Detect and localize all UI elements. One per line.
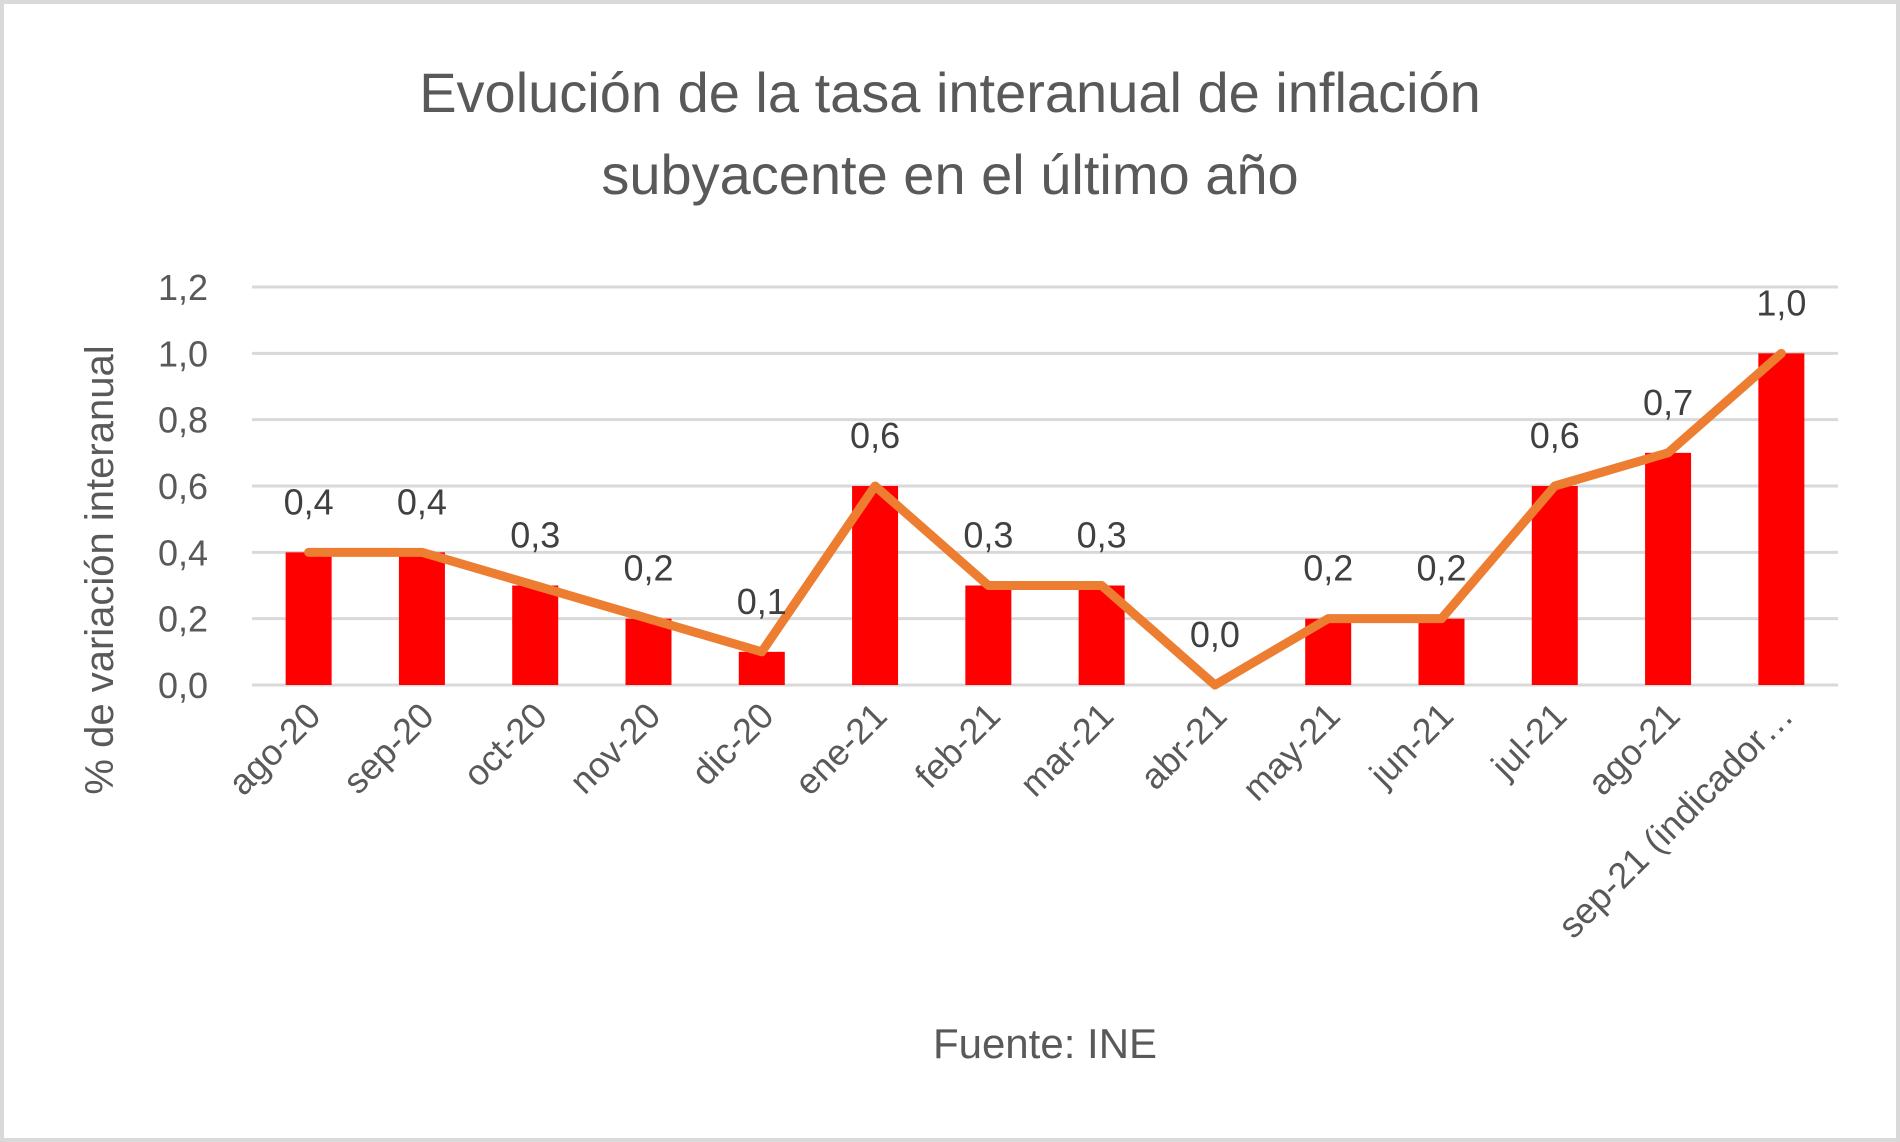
y-tick-label-2: 0,4 xyxy=(158,532,208,573)
x-tick-label-12: ago-21 xyxy=(1579,695,1687,803)
data-label-3: 0,2 xyxy=(623,548,673,589)
data-label-13: 1,0 xyxy=(1756,282,1806,323)
x-tick-labels: ago-20 sep-20 oct-20 nov-20 dic-20 ene-21 feb-… xyxy=(220,695,1801,946)
y-tick-label-3: 0,6 xyxy=(158,466,208,507)
data-label-6: 0,3 xyxy=(963,515,1013,556)
y-tick-label-4: 0,8 xyxy=(158,400,208,441)
data-label-12: 0,7 xyxy=(1643,382,1693,423)
data-label-11: 0,6 xyxy=(1530,415,1580,456)
x-tick-label-3: nov-20 xyxy=(561,695,668,802)
bar-series xyxy=(285,353,1805,685)
chart-title-line-1: Evolución de la tasa interanual de infla… xyxy=(419,61,1481,124)
x-tick-label-11: jul-21 xyxy=(1482,695,1574,787)
bar-6 xyxy=(965,585,1012,685)
chart-title: Evolución de la tasa interanual de infla… xyxy=(0,52,1900,216)
bar-11 xyxy=(1531,486,1578,685)
bar-5 xyxy=(852,486,899,685)
bar-0 xyxy=(285,552,332,685)
x-tick-label-1: sep-20 xyxy=(335,695,442,802)
x-tick-label-4: dic-20 xyxy=(683,695,781,793)
data-label-8: 0,0 xyxy=(1190,614,1240,655)
bar-12 xyxy=(1645,452,1692,685)
chart-title-line-2: subyacente en el último año xyxy=(601,143,1299,206)
x-tick-label-9: may-21 xyxy=(1234,695,1348,809)
x-tick-label-10: jun-21 xyxy=(1361,695,1461,795)
bar-4 xyxy=(738,651,785,685)
data-label-0: 0,4 xyxy=(284,481,334,522)
y-tick-labels: 0,0 0,2 0,4 0,6 0,8 1,0 1,2 xyxy=(158,267,208,706)
data-label-7: 0,3 xyxy=(1077,515,1127,556)
y-tick-label-1: 0,2 xyxy=(158,599,208,640)
bar-10 xyxy=(1418,618,1465,685)
y-axis-label: % de variación interanual xyxy=(78,345,122,794)
data-label-9: 0,2 xyxy=(1303,548,1353,589)
gridlines xyxy=(252,285,1838,687)
x-tick-label-0: ago-20 xyxy=(220,695,328,803)
data-label-4: 0,1 xyxy=(737,581,787,622)
line-series xyxy=(304,348,1786,690)
data-label-1: 0,4 xyxy=(397,481,447,522)
x-tick-label-6: feb-21 xyxy=(907,695,1008,796)
data-label-2: 0,3 xyxy=(510,515,560,556)
bar-1 xyxy=(398,552,445,685)
bar-2 xyxy=(512,585,559,685)
x-tick-label-7: mar-21 xyxy=(1012,695,1122,805)
data-label-10: 0,2 xyxy=(1416,548,1466,589)
x-tick-label-8: abr-21 xyxy=(1132,695,1235,798)
y-tick-label-0: 0,0 xyxy=(158,665,208,706)
data-label-5: 0,6 xyxy=(850,415,900,456)
x-tick-label-5: ene-21 xyxy=(786,695,894,803)
data-labels: 0,4 0,4 0,3 0,2 0,1 0,6 0,3 0,3 0,0 0,2 0,2 0,6 0,7 1… xyxy=(284,282,1807,655)
bar-13 xyxy=(1758,353,1805,685)
y-tick-label-5: 1,0 xyxy=(158,333,208,374)
trend-line xyxy=(304,348,1786,690)
bar-3 xyxy=(625,618,672,685)
x-tick-label-2: oct-20 xyxy=(455,695,555,795)
source-note: Fuente: INE xyxy=(932,1020,1158,1067)
y-tick-label-6: 1,2 xyxy=(158,267,208,308)
